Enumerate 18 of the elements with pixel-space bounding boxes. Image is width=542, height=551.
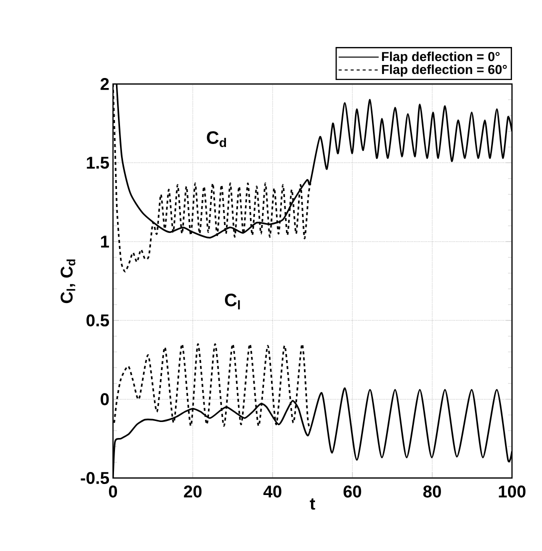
x-tick-label: 20 [184, 486, 202, 498]
x-axis-title: t [310, 498, 316, 510]
y-tick-label: 0 [100, 393, 109, 406]
annotation: C$_{d}$ [206, 131, 226, 148]
y-tick-label: 2 [100, 78, 109, 90]
y-axis-title: C$_{l}$, C$_{d}$ [60, 259, 76, 304]
x-tick-label: 100 [498, 486, 526, 498]
y-tick-label: 0.5 [86, 314, 109, 326]
x-tick-label: 0 [108, 486, 118, 498]
y-tick-label: 1.5 [86, 156, 109, 169]
y-tick-label: 1 [101, 236, 109, 248]
x-tick-label: 60 [344, 486, 362, 498]
x-tick-label: 40 [263, 486, 282, 498]
annotation: C$_{l}$ [224, 294, 240, 310]
legend-label: Flap deflection = 60° [382, 64, 507, 77]
legend-label: Flap deflection = 0° [382, 52, 500, 64]
y-tick-label: -0.5 [80, 472, 109, 484]
x-tick-label: 80 [423, 486, 441, 498]
